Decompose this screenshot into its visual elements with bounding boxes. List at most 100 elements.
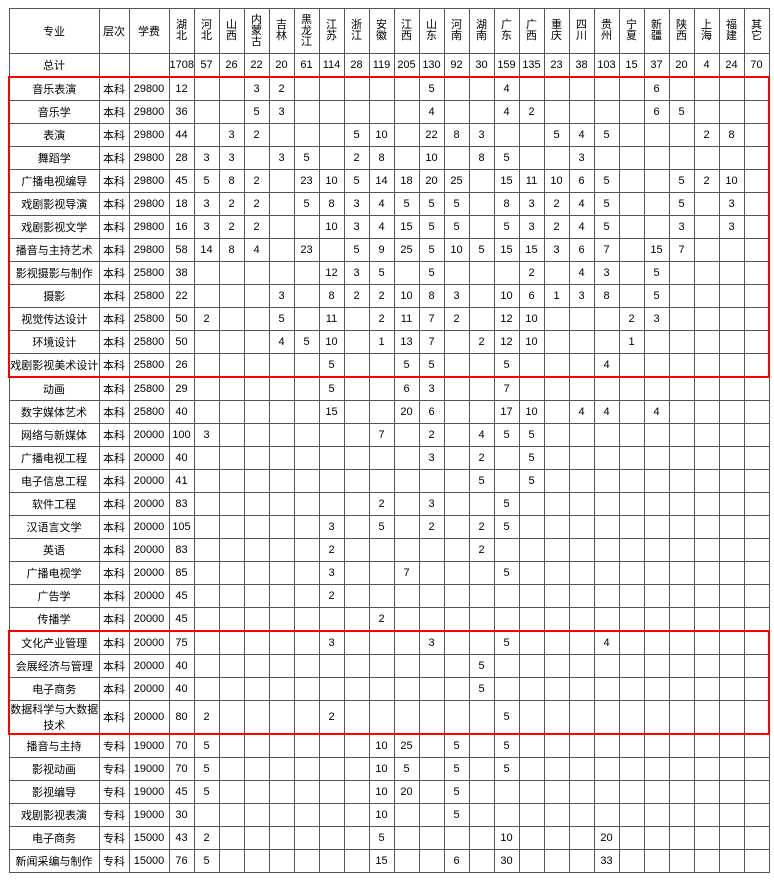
cell-value: 3 [219, 147, 244, 170]
col-level-header: 层次 [99, 9, 129, 54]
cell-value [719, 562, 744, 585]
cell-value [544, 147, 569, 170]
cell-value: 3 [269, 147, 294, 170]
cell-value [719, 850, 744, 873]
cell-value [719, 493, 744, 516]
cell-value [694, 758, 719, 781]
cell-value [619, 447, 644, 470]
cell-value [719, 701, 744, 735]
cell-value [719, 262, 744, 285]
cell-value [644, 701, 669, 735]
cell-value [669, 781, 694, 804]
cell-level: 本科 [99, 493, 129, 516]
cell-value: 10 [369, 124, 394, 147]
col-province-header: 湖南 [469, 9, 494, 54]
cell-value: 10 [519, 401, 544, 424]
cell-value [719, 377, 744, 401]
cell-value: 4 [419, 101, 444, 124]
cell-value [644, 147, 669, 170]
table-row: 动画本科25800295637 [9, 377, 769, 401]
cell-value [394, 77, 419, 101]
cell-value [269, 493, 294, 516]
cell-value [219, 585, 244, 608]
totals-cell: 15 [619, 54, 644, 78]
cell-value [294, 308, 319, 331]
cell-value [294, 401, 319, 424]
cell-level: 本科 [99, 655, 129, 678]
totals-cell: 24 [719, 54, 744, 78]
cell-value [419, 562, 444, 585]
cell-value [469, 354, 494, 378]
cell-value: 11 [519, 170, 544, 193]
cell-value: 20 [394, 401, 419, 424]
cell-value [644, 804, 669, 827]
table-row: 广告学本科20000452 [9, 585, 769, 608]
table-row: 数字媒体艺术本科2580040152061710444 [9, 401, 769, 424]
cell-value [619, 734, 644, 758]
cell-value [344, 678, 369, 701]
cell-value: 85 [169, 562, 194, 585]
cell-value [694, 804, 719, 827]
cell-value [369, 447, 394, 470]
cell-value [469, 562, 494, 585]
cell-value [194, 678, 219, 701]
cell-fee: 29800 [129, 77, 169, 101]
cell-value [644, 781, 669, 804]
cell-value [194, 447, 219, 470]
cell-value [544, 781, 569, 804]
cell-major: 播音与主持 [9, 734, 99, 758]
totals-cell: 57 [194, 54, 219, 78]
cell-value [394, 804, 419, 827]
cell-level: 本科 [99, 124, 129, 147]
cell-value: 5 [394, 193, 419, 216]
cell-value [669, 147, 694, 170]
cell-value: 2 [544, 193, 569, 216]
cell-value [594, 804, 619, 827]
cell-value [469, 781, 494, 804]
cell-value [719, 77, 744, 101]
cell-value [544, 631, 569, 655]
cell-value: 5 [519, 447, 544, 470]
cell-value: 10 [369, 734, 394, 758]
cell-fee: 19000 [129, 758, 169, 781]
cell-major: 表演 [9, 124, 99, 147]
cell-value [619, 562, 644, 585]
cell-value [294, 827, 319, 850]
cell-value [594, 562, 619, 585]
cell-major: 数据科学与大数据技术 [9, 701, 99, 735]
cell-value [619, 193, 644, 216]
col-province-header: 广东 [494, 9, 519, 54]
cell-value [394, 101, 419, 124]
cell-value: 3 [319, 562, 344, 585]
cell-value [344, 655, 369, 678]
cell-value [619, 655, 644, 678]
cell-value [344, 758, 369, 781]
cell-value [219, 781, 244, 804]
col-province-header: 内蒙古 [244, 9, 269, 54]
totals-blank [129, 54, 169, 78]
cell-fee: 25800 [129, 285, 169, 308]
cell-fee: 25800 [129, 331, 169, 354]
cell-value [744, 170, 769, 193]
cell-value: 2 [519, 262, 544, 285]
cell-value [269, 516, 294, 539]
cell-value [719, 424, 744, 447]
cell-value: 6 [569, 170, 594, 193]
cell-major: 会展经济与管理 [9, 655, 99, 678]
cell-value [744, 804, 769, 827]
cell-value [669, 562, 694, 585]
table-row: 播音与主持专科19000705102555 [9, 734, 769, 758]
cell-level: 本科 [99, 101, 129, 124]
cell-value [369, 377, 394, 401]
table-row: 播音与主持艺术本科2980058148423592551051515367157 [9, 239, 769, 262]
cell-value [619, 493, 644, 516]
cell-value [294, 608, 319, 632]
cell-value: 3 [469, 124, 494, 147]
col-province-header: 四川 [569, 9, 594, 54]
cell-value [419, 734, 444, 758]
cell-value: 25 [394, 239, 419, 262]
cell-value: 4 [569, 216, 594, 239]
cell-value: 29 [169, 377, 194, 401]
cell-value: 2 [469, 516, 494, 539]
cell-value: 11 [394, 308, 419, 331]
